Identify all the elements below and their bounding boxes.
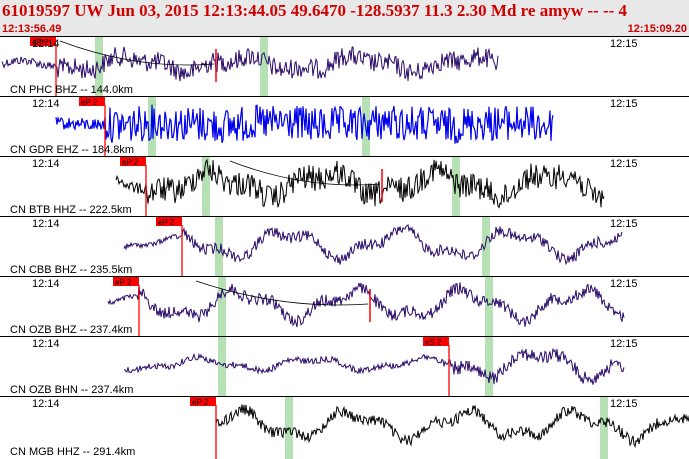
phase-pick-label: eP 2 bbox=[115, 278, 132, 287]
waveform-plot[interactable]: eP 2 bbox=[0, 157, 689, 217]
waveform-line bbox=[123, 224, 623, 266]
waveform-line bbox=[123, 347, 625, 385]
window-end-time: 12:15:09.20 bbox=[627, 23, 687, 35]
seismogram-traces[interactable]: eP 2 12:14 12:15 CN PHC BHZ -- 144.0km e… bbox=[0, 36, 689, 459]
phase-pick-flag[interactable] bbox=[190, 397, 216, 406]
waveform-plot[interactable]: eP 2 bbox=[0, 37, 689, 97]
arrival-curve bbox=[59, 40, 215, 66]
arrival-curve bbox=[229, 160, 381, 186]
analysis-window-band bbox=[600, 397, 608, 459]
waveform-plot[interactable]: eP 2 bbox=[0, 397, 689, 459]
trace-panel[interactable]: eP 2 12:14 12:15 CN GDR EHZ -- 184.8km bbox=[0, 96, 689, 157]
trace-panel[interactable]: eP 2 12:14 12:15 CN MGB HHZ -- 291.4km bbox=[0, 396, 689, 459]
time-tick-right: 12:15 bbox=[610, 398, 638, 410]
analysis-window-band bbox=[452, 157, 460, 217]
phase-pick-flag[interactable] bbox=[30, 37, 56, 46]
waveform-line bbox=[1, 46, 499, 82]
phase-pick-label: eP 2 bbox=[192, 398, 209, 407]
phase-pick-flag[interactable] bbox=[156, 217, 182, 226]
phase-pick-flag[interactable] bbox=[120, 157, 146, 166]
waveform-line bbox=[215, 404, 689, 449]
time-tick-right: 12:15 bbox=[610, 218, 638, 230]
trace-panel[interactable]: eS 2 12:14 12:15 CN OZB BHN -- 237.4km bbox=[0, 336, 689, 397]
trace-panel[interactable]: eP 2 12:14 12:15 CN CBB BHZ -- 235.5km bbox=[0, 216, 689, 277]
phase-pick-label: eP 2 bbox=[32, 38, 49, 47]
time-tick-left: 12:14 bbox=[32, 398, 60, 410]
time-tick-left: 12:14 bbox=[32, 158, 60, 170]
waveform-line bbox=[115, 158, 605, 209]
analysis-window-band bbox=[485, 337, 493, 397]
phase-pick-flag[interactable] bbox=[113, 277, 139, 286]
channel-label: CN OZB BHZ -- 237.4km bbox=[10, 324, 133, 336]
phase-pick-label: eP 2 bbox=[158, 218, 175, 227]
channel-label: CN MGB HHZ -- 291.4km bbox=[10, 446, 136, 458]
channel-label: CN GDR EHZ -- 184.8km bbox=[10, 144, 135, 156]
event-title: 61019597 UW Jun 03, 2015 12:13:44.05 49.… bbox=[2, 1, 628, 20]
event-header: 61019597 UW Jun 03, 2015 12:13:44.05 49.… bbox=[0, 0, 689, 36]
analysis-window-band bbox=[260, 37, 268, 97]
phase-pick-label: eS 2 bbox=[425, 338, 442, 347]
time-tick-right: 12:15 bbox=[610, 98, 638, 110]
arrival-curve bbox=[195, 280, 369, 306]
channel-label: CN OZB BHN -- 237.4km bbox=[10, 384, 134, 396]
analysis-window-band bbox=[218, 277, 226, 337]
trace-panel[interactable]: eP 2 12:14 12:15 CN OZB BHZ -- 237.4km bbox=[0, 276, 689, 337]
analysis-window-band bbox=[218, 337, 226, 397]
trace-panel[interactable]: eP 2 12:14 12:15 CN PHC BHZ -- 144.0km bbox=[0, 36, 689, 97]
channel-label: CN CBB BHZ -- 235.5km bbox=[10, 264, 133, 276]
waveform-plot[interactable]: eP 2 bbox=[0, 97, 689, 157]
time-tick-left: 12:14 bbox=[32, 278, 60, 290]
waveform-plot[interactable]: eP 2 bbox=[0, 217, 689, 277]
analysis-window-band bbox=[485, 277, 493, 337]
time-tick-right: 12:15 bbox=[610, 338, 638, 350]
waveform-line bbox=[107, 282, 625, 328]
analysis-window-band bbox=[482, 217, 490, 277]
waveform-plot[interactable]: eP 2 bbox=[0, 277, 689, 337]
time-tick-left: 12:14 bbox=[32, 98, 60, 110]
trace-panel[interactable]: eP 2 12:14 12:15 CN BTB HHZ -- 222.5km bbox=[0, 156, 689, 217]
time-tick-left: 12:14 bbox=[32, 338, 60, 350]
phase-pick-flag[interactable] bbox=[423, 337, 449, 346]
time-tick-left: 12:14 bbox=[32, 218, 60, 230]
waveform-plot[interactable]: eS 2 bbox=[0, 337, 689, 397]
time-tick-left: 12:14 bbox=[32, 38, 60, 50]
analysis-window-band bbox=[95, 37, 103, 97]
channel-label: CN PHC BHZ -- 144.0km bbox=[10, 84, 133, 96]
time-tick-right: 12:15 bbox=[610, 278, 638, 290]
waveform-line bbox=[55, 104, 554, 144]
analysis-window-band bbox=[148, 97, 156, 157]
phase-pick-flag[interactable] bbox=[79, 97, 105, 106]
window-start-time: 12:13:56.49 bbox=[2, 23, 62, 35]
time-tick-right: 12:15 bbox=[610, 158, 638, 170]
time-tick-right: 12:15 bbox=[610, 38, 638, 50]
analysis-window-band bbox=[215, 217, 223, 277]
phase-pick-label: eP 2 bbox=[122, 158, 139, 167]
phase-pick-label: eP 2 bbox=[81, 98, 98, 107]
channel-label: CN BTB HHZ -- 222.5km bbox=[10, 204, 132, 216]
analysis-window-band bbox=[202, 157, 210, 217]
